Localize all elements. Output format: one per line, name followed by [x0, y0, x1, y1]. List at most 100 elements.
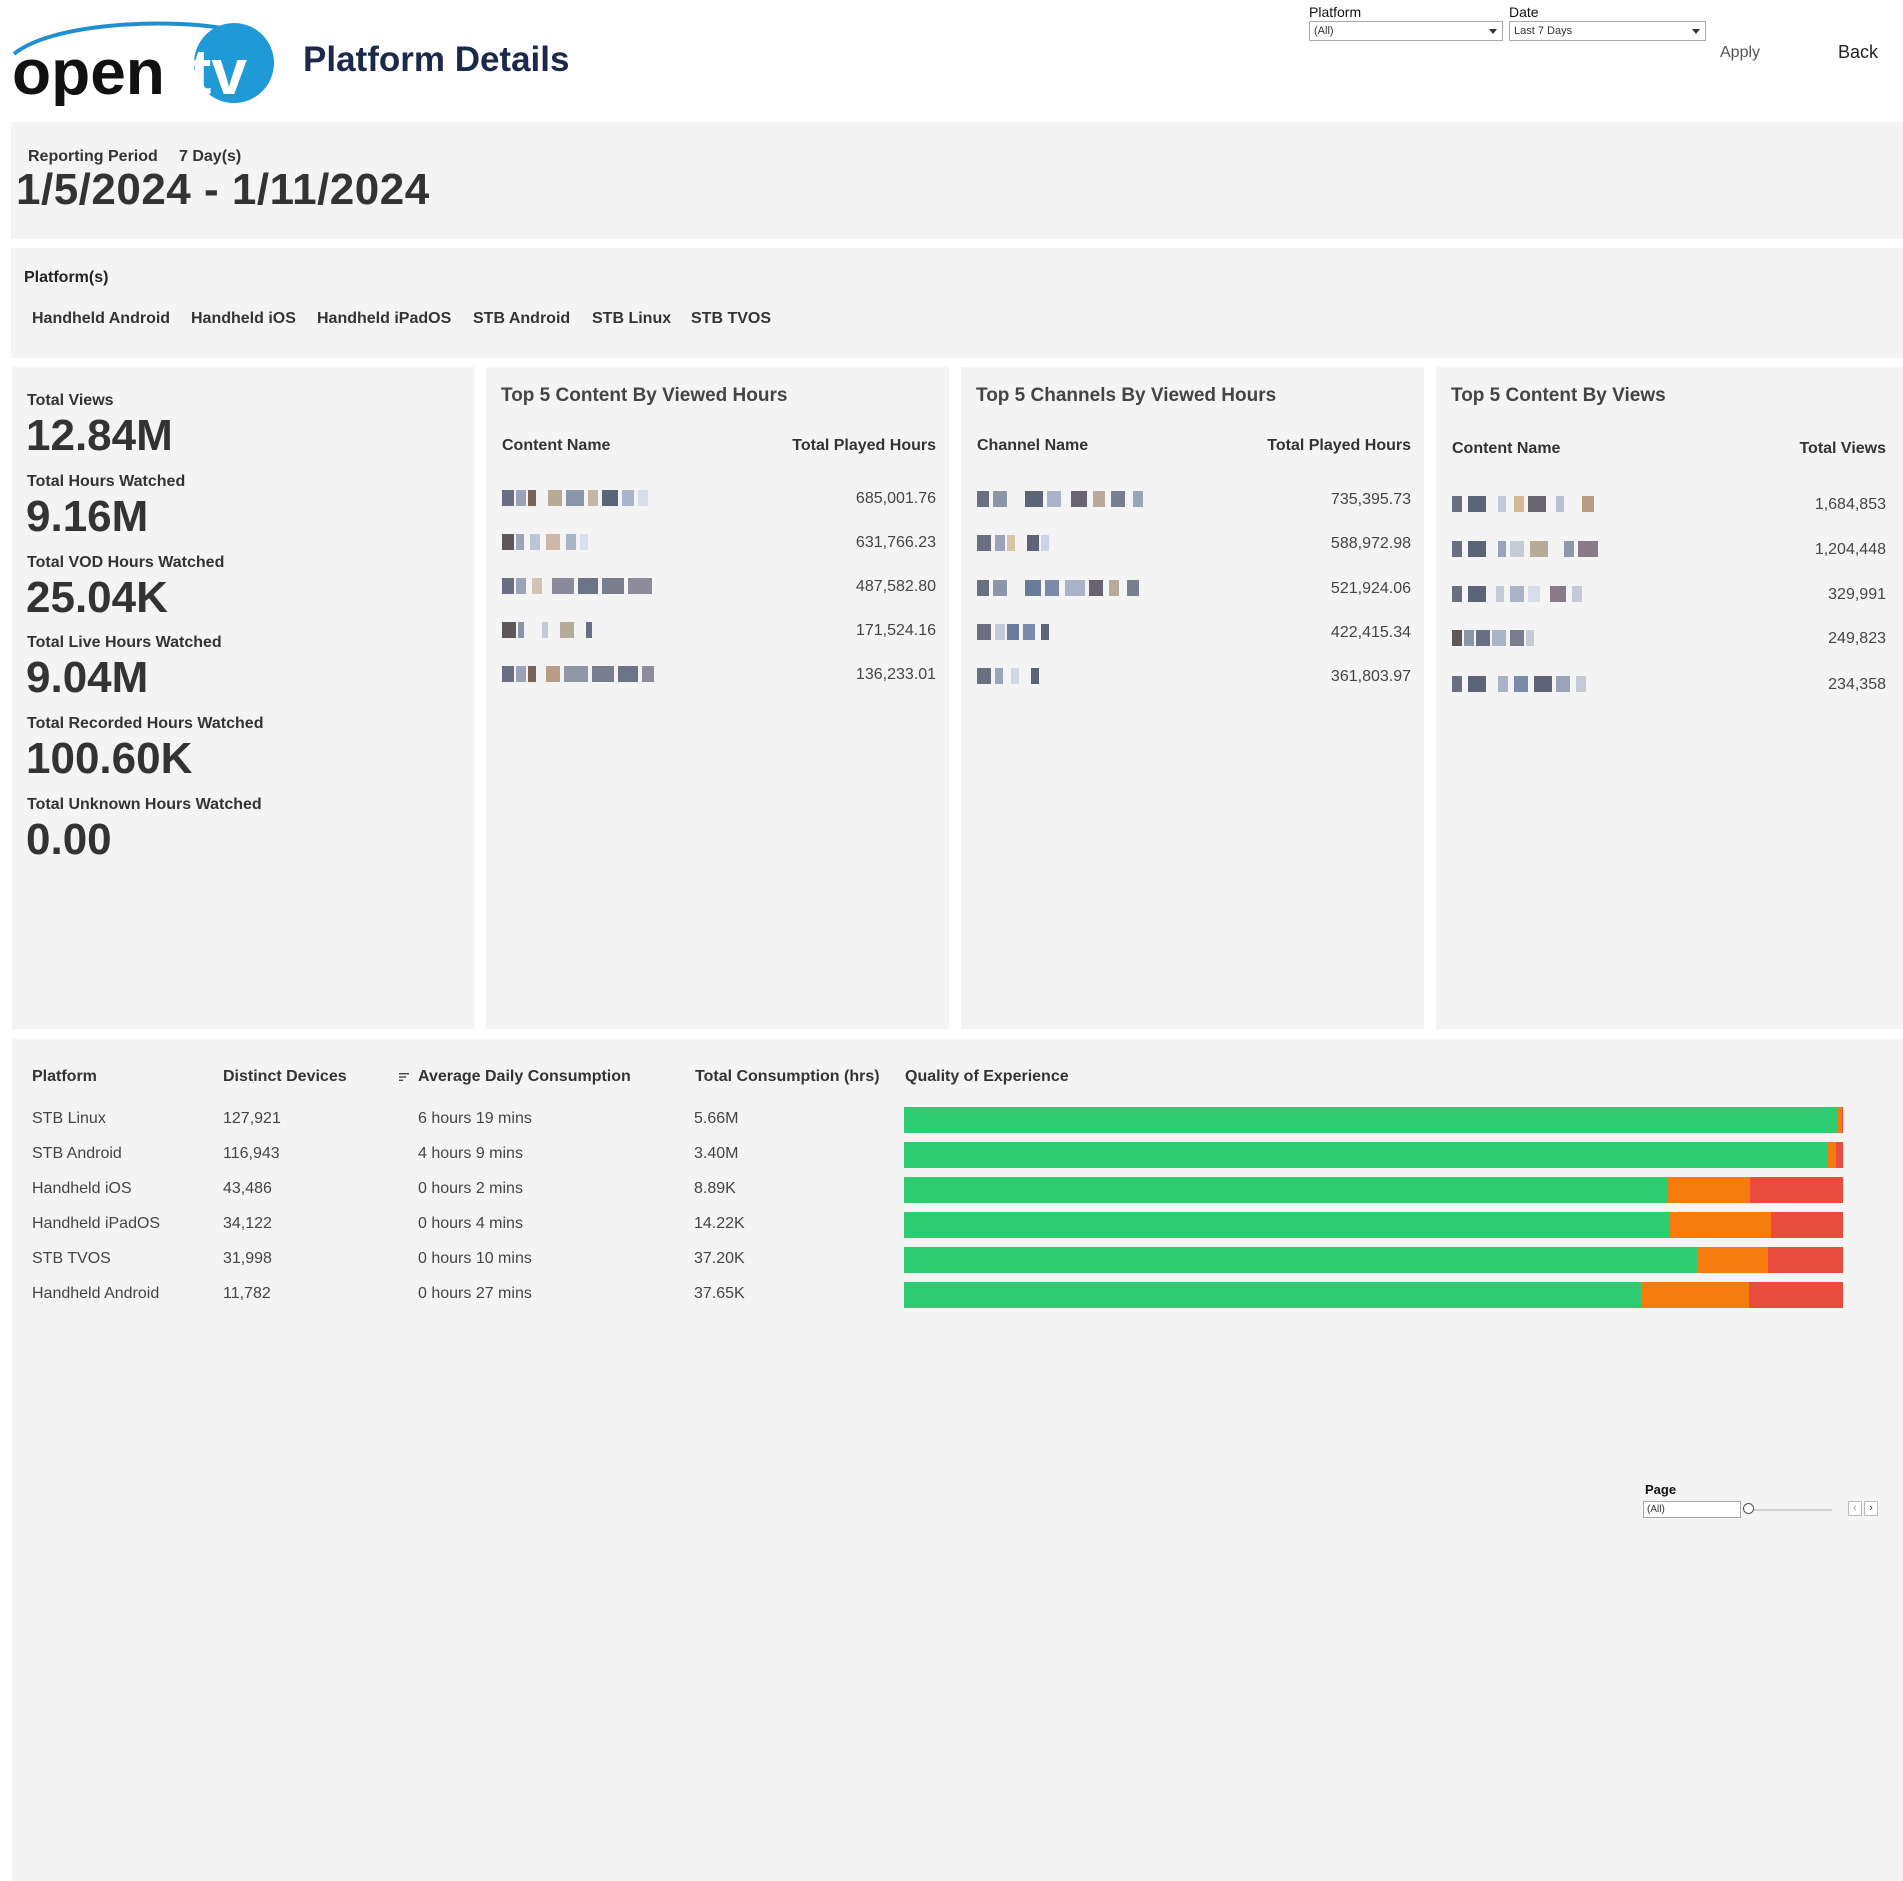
platform-dropdown[interactable]: (All): [1309, 21, 1503, 41]
qoe-good-segment[interactable]: [904, 1177, 1669, 1203]
back-button[interactable]: Back: [1838, 42, 1879, 62]
column-header-total-played-hours: Total Played Hours: [1267, 437, 1411, 454]
column-header-content-name: Content Name: [1452, 440, 1561, 457]
cell-total-consumption: 3.40M: [694, 1145, 739, 1162]
kpi-value: 0.00: [26, 815, 112, 864]
column-header-platform[interactable]: Platform: [32, 1068, 97, 1085]
cell-distinct-devices: 11,782: [223, 1285, 271, 1302]
date-filter-label: Date: [1509, 4, 1539, 20]
top-channels-hours-value: 422,415.34: [1330, 624, 1411, 641]
page-slider-handle[interactable]: [1743, 1503, 1754, 1514]
column-header-total-consumption[interactable]: Total Consumption (hrs): [695, 1068, 880, 1085]
qoe-good-segment[interactable]: [904, 1142, 1828, 1168]
platform-chip[interactable]: STB TVOS: [691, 310, 772, 327]
qoe-good-segment[interactable]: [904, 1282, 1642, 1308]
top-channels-hours-panel: [961, 367, 1424, 1029]
platform-chip[interactable]: Handheld Android: [32, 310, 171, 327]
qoe-medium-segment[interactable]: [1827, 1142, 1837, 1168]
column-header-distinct-devices[interactable]: Distinct Devices: [223, 1068, 347, 1085]
logo-text-tv: tv: [190, 36, 247, 106]
platform-filter: Platform (All): [1309, 4, 1503, 41]
qoe-poor-segment[interactable]: [1767, 1247, 1843, 1273]
dropdown-caret-icon: [1692, 29, 1700, 34]
opentv-logo: open tv: [10, 20, 280, 108]
qoe-medium-segment[interactable]: [1697, 1247, 1768, 1273]
kpi-value: 12.84M: [26, 411, 173, 460]
top-content-views-value: 249,823: [1828, 630, 1886, 647]
top-content-hours-panel: [486, 367, 949, 1029]
cell-platform: STB TVOS: [32, 1250, 111, 1267]
kpi-value: 100.60K: [26, 734, 193, 783]
top-content-views-value: 234,358: [1828, 676, 1886, 693]
qoe-bar[interactable]: [904, 1177, 1843, 1203]
cell-total-consumption: 37.65K: [694, 1285, 745, 1302]
qoe-good-segment[interactable]: [904, 1107, 1839, 1133]
qoe-medium-segment[interactable]: [1669, 1212, 1771, 1238]
top-channels-hours-value: 735,395.73: [1330, 491, 1411, 508]
top-channels-hours-value: 361,803.97: [1330, 668, 1411, 685]
dropdown-caret-icon: [1489, 29, 1497, 34]
top-channels-hours-value: 521,924.06: [1330, 580, 1411, 597]
apply-button[interactable]: Apply: [1720, 44, 1761, 61]
redacted-content-name: [502, 622, 594, 638]
cell-average-daily-consumption: 0 hours 4 mins: [418, 1215, 523, 1232]
qoe-medium-segment[interactable]: [1668, 1177, 1751, 1203]
qoe-poor-segment[interactable]: [1749, 1282, 1843, 1308]
qoe-bar[interactable]: [904, 1142, 1843, 1168]
cell-platform: Handheld iPadOS: [32, 1215, 161, 1232]
column-header-average-daily-consumption[interactable]: Average Daily Consumption: [418, 1068, 631, 1085]
top-content-views-value: 1,204,448: [1814, 541, 1886, 558]
cell-total-consumption: 5.66M: [694, 1110, 739, 1127]
cell-platform: STB Android: [32, 1145, 122, 1162]
qoe-poor-segment[interactable]: [1750, 1177, 1843, 1203]
qoe-bar[interactable]: [904, 1282, 1843, 1308]
cell-average-daily-consumption: 4 hours 9 mins: [418, 1145, 523, 1162]
platform-chip[interactable]: Handheld iPadOS: [317, 310, 452, 327]
platform-chip[interactable]: Handheld iOS: [191, 310, 296, 327]
date-dropdown[interactable]: Last 7 Days: [1509, 21, 1706, 41]
top-content-views-value: 1,684,853: [1814, 496, 1886, 513]
qoe-poor-segment[interactable]: [1842, 1107, 1843, 1133]
cell-platform: Handheld iOS: [32, 1180, 132, 1197]
page-title: Platform Details: [303, 40, 570, 79]
page-next-button[interactable]: ›: [1864, 1501, 1878, 1516]
redacted-channel-name: [977, 668, 1041, 684]
top-content-views-title: Top 5 Content By Views: [1451, 385, 1666, 406]
qoe-bar[interactable]: [904, 1107, 1843, 1133]
page-slider-track[interactable]: [1748, 1509, 1832, 1511]
cell-distinct-devices: 116,943: [223, 1145, 280, 1162]
sort-icon[interactable]: [398, 1071, 410, 1083]
page-prev-button[interactable]: ‹: [1848, 1501, 1862, 1516]
platform-chip[interactable]: STB Linux: [592, 310, 672, 327]
qoe-poor-segment[interactable]: [1770, 1212, 1843, 1238]
cell-distinct-devices: 34,122: [223, 1215, 272, 1232]
redacted-content-name: [1452, 496, 1602, 512]
qoe-bar[interactable]: [904, 1212, 1843, 1238]
kpi-label: Total Recorded Hours Watched: [27, 715, 264, 732]
redacted-content-name: [1452, 586, 1602, 602]
platform-chip[interactable]: STB Android: [473, 310, 571, 327]
kpi-label: Total Live Hours Watched: [27, 634, 222, 651]
page-label: Page: [1645, 1482, 1677, 1497]
qoe-bar[interactable]: [904, 1247, 1843, 1273]
column-header-total-played-hours: Total Played Hours: [792, 437, 936, 454]
top-content-hours-value: 631,766.23: [855, 534, 936, 551]
cell-total-consumption: 37.20K: [694, 1250, 745, 1267]
qoe-medium-segment[interactable]: [1641, 1282, 1750, 1308]
platforms-title: Platform(s): [24, 269, 109, 286]
qoe-medium-segment[interactable]: [1838, 1107, 1843, 1133]
qoe-poor-segment[interactable]: [1836, 1142, 1843, 1168]
redacted-content-name: [502, 578, 654, 594]
cell-total-consumption: 8.89K: [694, 1180, 736, 1197]
qoe-good-segment[interactable]: [904, 1247, 1698, 1273]
reporting-period-days: 7 Day(s): [179, 148, 242, 165]
redacted-content-name: [1452, 541, 1602, 557]
cell-distinct-devices: 31,998: [223, 1250, 272, 1267]
kpi-value: 9.04M: [26, 653, 149, 702]
column-header-quality-of-experience[interactable]: Quality of Experience: [905, 1068, 1069, 1085]
column-header-content-name: Content Name: [502, 437, 611, 454]
kpi-panel: [12, 367, 475, 1029]
qoe-good-segment[interactable]: [904, 1212, 1670, 1238]
date-filter: Date Last 7 Days: [1509, 4, 1706, 41]
page-select[interactable]: (All): [1643, 1501, 1741, 1518]
